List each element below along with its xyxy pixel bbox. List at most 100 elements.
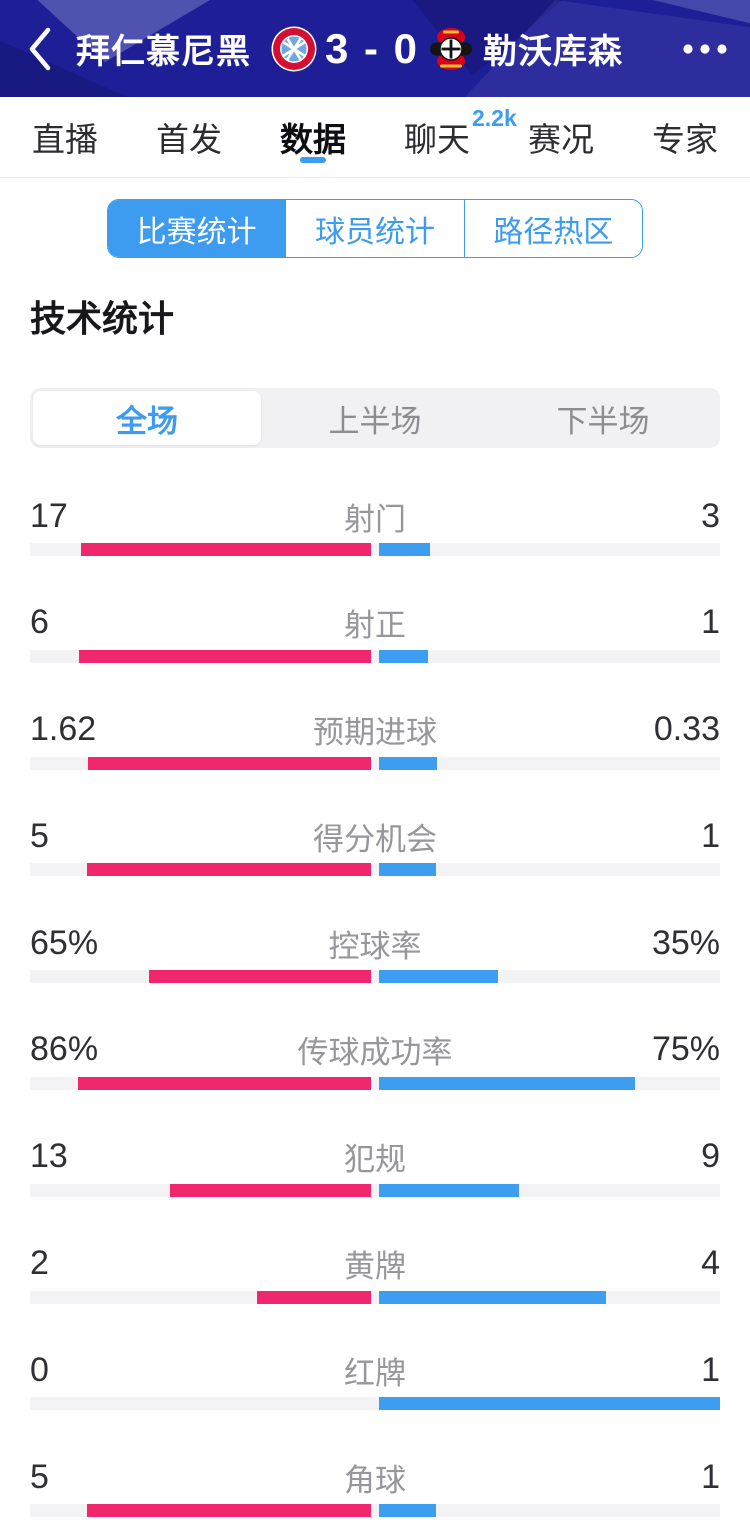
stat-label: 控球率 [328, 928, 422, 964]
away-bar [379, 863, 436, 877]
stat-row-expected-goals: 1.62 预期进球 0.33 [0, 702, 750, 809]
stat-bar-track [30, 543, 720, 556]
tab-match-status-label: 赛况 [528, 121, 594, 158]
stat-row-pass-accuracy: 86% 传球成功率 75% [0, 1022, 750, 1129]
chat-count-badge: 2.2k [472, 105, 517, 131]
home-bar [149, 970, 371, 984]
home-value: 5 [30, 1457, 49, 1496]
bayer-leverkusen-crest-icon [430, 27, 472, 70]
home-bar [81, 543, 371, 556]
stat-bar-track [30, 1290, 720, 1304]
stats-list: 17 射门 3 6 射正 1 1.62 预期进球 0.33 5 得分机会 1 65% 控球率 35%… [0, 488, 750, 1524]
home-bar [86, 863, 371, 877]
away-bar [379, 1504, 436, 1518]
home-value: 13 [30, 1137, 68, 1176]
away-bar [379, 1076, 635, 1090]
stat-row-shots-on-target: 6 射正 1 [0, 595, 750, 702]
home-value: 86% [30, 1030, 99, 1069]
back-chevron-icon [29, 27, 51, 70]
period-first-half[interactable]: 上半场 [328, 403, 422, 439]
stat-bar-track [30, 1076, 720, 1090]
away-value: 1 [701, 816, 720, 855]
away-bar [379, 756, 437, 770]
match-header: 拜仁慕尼黑 3 - 0 勒沃库森 [0, 0, 750, 97]
home-value: 0 [30, 1350, 49, 1389]
home-team-name: 拜仁慕尼黑 [76, 33, 251, 71]
tab-data[interactable]: 数据 [280, 97, 346, 177]
stat-label: 黄牌 [344, 1249, 406, 1285]
period-second-half[interactable]: 下半场 [556, 403, 650, 439]
segment-match-stats[interactable]: 比赛统计 [108, 200, 286, 257]
home-value: 6 [30, 603, 49, 642]
period-full-match[interactable]: 全场 [33, 391, 261, 445]
away-bar [379, 1183, 519, 1197]
stat-type-segmented-control: 比赛统计 球员统计 路径热区 [107, 199, 643, 258]
away-value: 75% [651, 1030, 720, 1069]
away-bar [379, 543, 431, 556]
tab-data-label: 数据 [280, 121, 346, 158]
home-value: 1.62 [30, 710, 97, 749]
stat-bar-track [30, 970, 720, 984]
home-bar [257, 1290, 371, 1304]
segment-heatmap[interactable]: 路径热区 [463, 200, 642, 257]
stat-bar-track [30, 1504, 720, 1518]
bayern-munich-crest-icon [271, 26, 317, 71]
away-bar [379, 649, 428, 663]
home-bar [78, 649, 371, 663]
section-title: 技术统计 [30, 298, 175, 339]
home-value: 65% [30, 923, 99, 962]
tab-match-status[interactable]: 赛况 [528, 97, 594, 177]
more-options-button[interactable] [682, 43, 728, 55]
tab-expert-label: 专家 [652, 121, 718, 158]
stat-row-red-cards: 0 红牌 1 [0, 1342, 750, 1449]
tab-lineup[interactable]: 首发 [156, 97, 222, 177]
stat-label: 得分机会 [313, 821, 437, 857]
stat-bar-track [30, 1183, 720, 1197]
stat-row-shots: 17 射门 3 [0, 488, 750, 595]
stat-row-possession: 65% 控球率 35% [0, 915, 750, 1022]
period-selector: 全场 上半场 下半场 [30, 388, 720, 448]
tab-expert[interactable]: 专家 [652, 97, 718, 177]
tab-lineup-label: 首发 [156, 121, 222, 158]
away-bar [379, 970, 499, 984]
stat-row-yellow-cards: 2 黄牌 4 [0, 1236, 750, 1343]
stat-label: 犯规 [344, 1142, 406, 1178]
away-value: 9 [701, 1137, 720, 1176]
tab-chat[interactable]: 聊天 2.2k [404, 97, 517, 177]
stat-row-big-chances: 5 得分机会 1 [0, 808, 750, 915]
stat-row-fouls: 13 犯规 9 [0, 1129, 750, 1236]
stat-bar-track [30, 649, 720, 663]
away-bar [379, 1397, 720, 1411]
home-bar [86, 1504, 371, 1518]
home-value: 5 [30, 816, 49, 855]
away-value: 3 [701, 496, 720, 535]
home-bar [169, 1183, 371, 1197]
stat-row-corners: 5 角球 1 [0, 1449, 750, 1524]
home-bar [77, 1076, 371, 1090]
header-row: 拜仁慕尼黑 3 - 0 勒沃库森 [0, 0, 750, 97]
stat-bar-track [30, 756, 720, 770]
home-value: 17 [30, 496, 68, 535]
stat-label: 射门 [344, 501, 406, 537]
back-button[interactable] [22, 21, 58, 77]
away-value: 35% [651, 923, 720, 962]
stat-bar-track [30, 1397, 720, 1411]
home-value: 2 [30, 1244, 49, 1283]
away-value: 1 [701, 1457, 720, 1496]
away-team-name: 勒沃库森 [483, 33, 623, 71]
stat-label: 预期进球 [313, 715, 437, 751]
tab-live[interactable]: 直播 [32, 97, 98, 177]
stat-bar-track [30, 863, 720, 877]
active-tab-indicator [300, 157, 326, 163]
ellipsis-icon [683, 43, 727, 54]
stat-label: 红牌 [344, 1355, 406, 1391]
match-score: 3 - 0 [324, 24, 420, 72]
segment-player-stats[interactable]: 球员统计 [285, 200, 464, 257]
away-value: 1 [701, 603, 720, 642]
away-bar [379, 1290, 607, 1304]
nav-tab-bar: 直播 首发 数据 聊天 2.2k 赛况 专家 [0, 97, 750, 178]
away-value: 1 [701, 1350, 720, 1389]
stat-label: 角球 [344, 1462, 406, 1498]
home-bar [87, 756, 371, 770]
away-value: 0.33 [653, 710, 720, 749]
